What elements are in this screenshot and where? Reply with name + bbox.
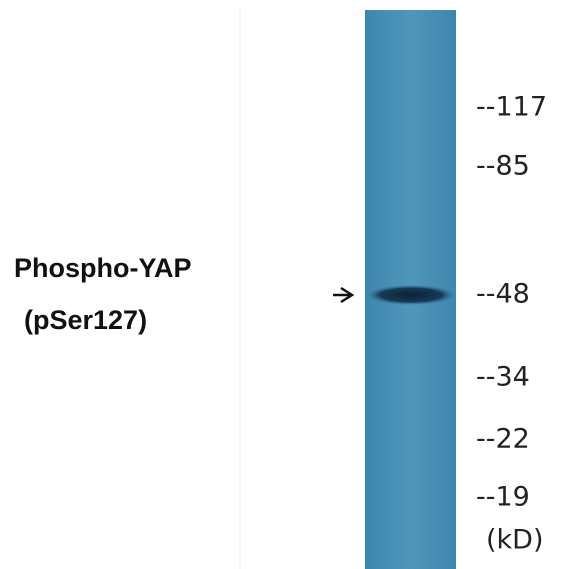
- marker-label: --48: [476, 279, 530, 310]
- protein-label: (pSer127): [24, 305, 147, 335]
- marker-label: --85: [476, 151, 530, 182]
- protein-label: Phospho-YAP: [14, 253, 192, 283]
- marker-label: --22: [476, 424, 530, 455]
- protein-band: [367, 285, 455, 305]
- marker-label: --34: [476, 362, 530, 393]
- marker-label: --19: [476, 482, 530, 513]
- arrow: [333, 286, 355, 304]
- unit-label: (kD): [486, 525, 544, 556]
- marker-label: --117: [476, 92, 547, 123]
